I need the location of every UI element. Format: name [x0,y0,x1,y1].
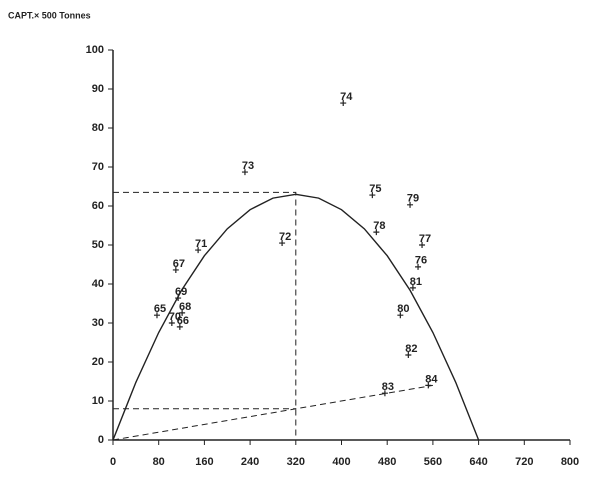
y-tick-label: 80 [92,122,104,134]
x-tick-label: 320 [287,456,305,468]
point [397,312,404,319]
x-tick-label: 0 [110,456,116,468]
point [419,242,426,248]
x-tick-label: 240 [241,456,259,468]
x-tick-label: 720 [515,456,533,468]
point-label: 79 [407,193,419,205]
point-label: 70 [169,311,181,323]
point-label: 76 [415,255,427,267]
point-label: 77 [419,233,431,245]
point-label: 78 [373,220,385,232]
y-tick-label: 50 [92,239,104,251]
point-label: 81 [410,276,422,288]
y-tick-label: 10 [92,395,104,407]
x-tick-label: 80 [153,456,165,468]
y-tick-label: 60 [92,200,104,212]
point [373,229,380,236]
point-label: 69 [175,286,187,298]
point [168,320,175,326]
x-tick-label: 640 [469,456,487,468]
x-tick-label: 800 [561,456,579,468]
y-tick-label: 0 [98,434,104,446]
point [381,390,388,397]
point [369,192,376,199]
point [172,266,179,273]
x-tick-label: 560 [424,456,442,468]
point-label: 67 [173,258,185,270]
point [241,169,248,176]
y-tick-label: 100 [86,44,104,56]
point-label: 71 [195,238,207,250]
y-tick-label: 90 [92,83,104,95]
x-tick-label: 160 [195,456,213,468]
point-label: 74 [340,91,353,103]
point [340,100,347,107]
y-tick-label: 70 [92,161,104,173]
point [407,201,414,208]
x-tick-label: 480 [378,456,396,468]
point [279,240,286,247]
point-label: 82 [405,343,417,355]
point-label: 72 [279,231,291,243]
point-label: 65 [154,303,166,315]
point [175,295,182,302]
point-label: 68 [179,301,191,313]
point-label: 84 [425,373,438,385]
point-label: 80 [397,303,409,315]
y-axis-title: CAPT.× 500 Tonnes [8,10,91,20]
point [425,382,432,389]
x-tick-label: 400 [332,456,350,468]
dashed-line [113,191,297,440]
point [415,263,422,270]
point [179,309,186,316]
point-label: 83 [382,381,394,393]
y-tick-label: 20 [92,356,104,368]
point-label: 75 [369,183,381,195]
y-tick-label: 40 [92,278,104,290]
point [409,284,416,291]
point-label: 73 [242,160,254,172]
point [195,247,202,254]
point [153,312,160,319]
point [176,323,183,330]
dashed-line [112,384,433,441]
y-tick-label: 30 [92,317,104,329]
point-label: 66 [177,315,189,327]
point [405,351,412,358]
